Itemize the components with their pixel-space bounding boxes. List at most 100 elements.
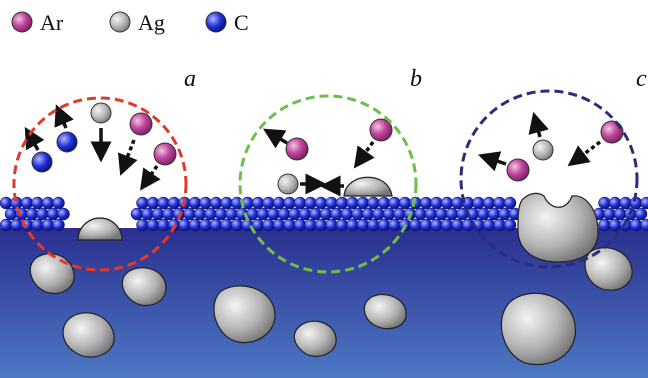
carbon-sphere — [221, 197, 233, 209]
carbon-sphere — [609, 197, 621, 209]
arrow — [360, 142, 373, 160]
carbon-sphere — [494, 219, 506, 231]
legend-ar: Ar — [40, 10, 64, 35]
carbon-sphere — [436, 208, 448, 220]
carbon-sphere — [347, 197, 359, 209]
arrow — [576, 142, 600, 160]
carbon-sphere — [37, 208, 49, 220]
carbon-sphere — [357, 197, 369, 209]
carbon-sphere — [268, 208, 280, 220]
carbon-sphere — [194, 208, 206, 220]
carbon-sphere — [368, 219, 380, 231]
carbon-sphere — [315, 219, 327, 231]
ag-atom — [278, 174, 298, 194]
carbon-sphere — [336, 197, 348, 209]
carbon-sphere — [158, 197, 170, 209]
carbon-sphere — [341, 208, 353, 220]
carbon-sphere — [152, 208, 164, 220]
legend-c: C — [234, 10, 249, 35]
carbon-sphere — [452, 219, 464, 231]
carbon-sphere — [0, 219, 12, 231]
carbon-sphere — [494, 197, 506, 209]
arrow — [488, 158, 506, 164]
legend-c-swatch — [206, 12, 226, 32]
carbon-sphere — [278, 208, 290, 220]
carbon-sphere — [599, 219, 611, 231]
arrow — [536, 122, 540, 137]
carbon-sphere — [205, 208, 217, 220]
carbon-sphere — [599, 197, 611, 209]
carbon-sphere — [446, 208, 458, 220]
legend-ag-swatch — [110, 12, 130, 32]
carbon-sphere — [352, 208, 364, 220]
diagram: Ar Ag C — [0, 0, 648, 378]
carbon-sphere — [326, 219, 338, 231]
carbon-sphere — [368, 197, 380, 209]
carbon-sphere — [137, 219, 149, 231]
carbon-sphere — [179, 219, 191, 231]
carbon-sphere — [399, 197, 411, 209]
carbon-sphere — [478, 208, 490, 220]
arrow — [146, 166, 157, 182]
panel-label-a: a — [184, 66, 196, 92]
carbon-sphere — [147, 197, 159, 209]
ag-atom — [533, 140, 553, 160]
carbon-sphere — [641, 197, 648, 209]
carbon-sphere — [58, 208, 70, 220]
carbon-sphere — [26, 208, 38, 220]
carbon-sphere — [504, 197, 516, 209]
legend-ag: Ag — [138, 10, 165, 35]
carbon-sphere — [231, 219, 243, 231]
carbon-sphere — [410, 219, 422, 231]
ar-atom — [507, 159, 529, 181]
carbon-sphere — [294, 219, 306, 231]
atoms — [32, 103, 623, 194]
carbon-sphere — [168, 197, 180, 209]
carbon-sphere — [362, 208, 374, 220]
carbon-sphere — [210, 197, 222, 209]
carbon-sphere — [310, 208, 322, 220]
carbon-sphere — [431, 197, 443, 209]
carbon-sphere — [347, 219, 359, 231]
carbon-sphere — [441, 219, 453, 231]
carbon-sphere — [604, 208, 616, 220]
carbon-sphere — [488, 208, 500, 220]
arrow — [60, 114, 66, 128]
carbon-sphere — [21, 197, 33, 209]
ag-atom — [91, 103, 111, 123]
carbon-sphere — [420, 197, 432, 209]
carbon-sphere — [378, 219, 390, 231]
carbon-sphere — [473, 197, 485, 209]
carbon-sphere — [373, 208, 385, 220]
carbon-sphere — [53, 197, 65, 209]
carbon-sphere — [635, 208, 647, 220]
ar-atom — [130, 113, 152, 135]
carbon-sphere — [620, 197, 632, 209]
carbon-sphere — [389, 197, 401, 209]
carbon-sphere — [284, 219, 296, 231]
carbon-sphere — [289, 208, 301, 220]
carbon-sphere — [483, 197, 495, 209]
carbon-sphere — [315, 197, 327, 209]
carbon-sphere — [200, 197, 212, 209]
ag-crater-particle — [78, 218, 122, 240]
carbon-sphere — [163, 208, 175, 220]
carbon-sphere — [299, 208, 311, 220]
carbon-sphere — [441, 197, 453, 209]
carbon-sphere — [252, 197, 264, 209]
carbon-sphere — [32, 197, 44, 209]
carbon-sphere — [383, 208, 395, 220]
carbon-sphere — [131, 208, 143, 220]
carbon-sphere — [32, 219, 44, 231]
carbon-sphere — [189, 197, 201, 209]
carbon-sphere — [294, 197, 306, 209]
ag-sputtered-particle — [344, 177, 392, 196]
carbon-sphere — [42, 197, 54, 209]
ar-atom — [154, 143, 176, 165]
carbon-sphere — [425, 208, 437, 220]
arrow — [124, 140, 134, 166]
carbon-sphere — [5, 208, 17, 220]
carbon-sphere — [200, 219, 212, 231]
carbon-sphere — [420, 219, 432, 231]
carbon-sphere — [326, 197, 338, 209]
